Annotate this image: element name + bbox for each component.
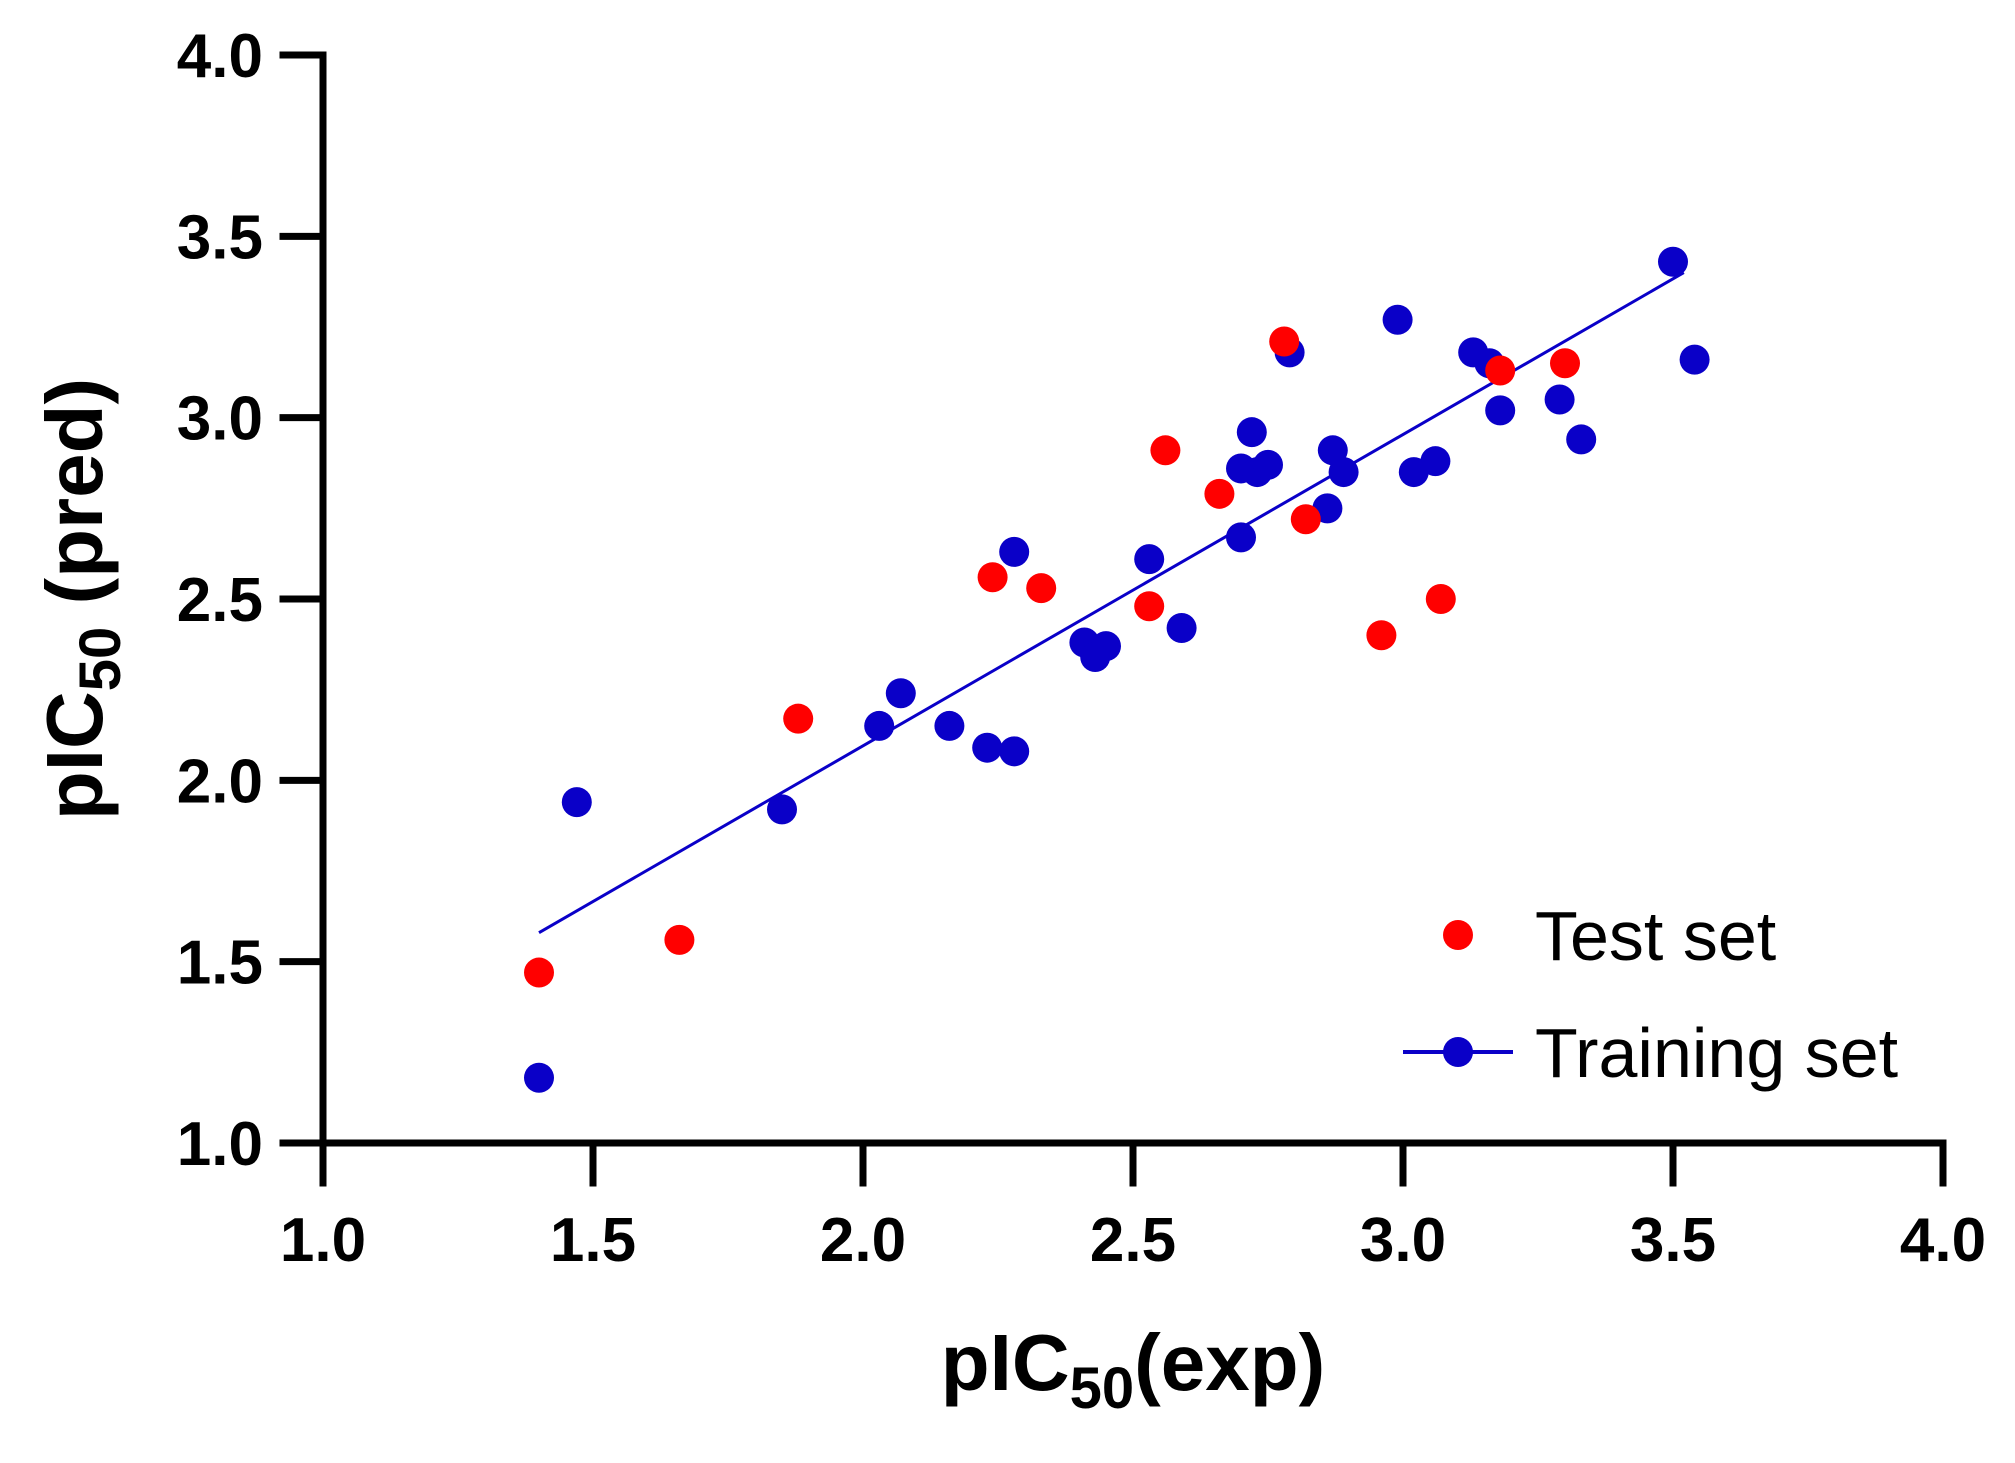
legend-item-test-set: Test set	[1443, 897, 1776, 975]
x-axis-title-main: pIC	[941, 1318, 1070, 1407]
x-tick-label: 2.0	[820, 1206, 906, 1275]
y-axis-title-suffix: (pred)	[30, 378, 119, 627]
training-set-point	[1566, 424, 1597, 455]
y-axis-title: pIC50 (pred)	[30, 378, 133, 820]
x-axis-title: pIC50(exp)	[941, 1318, 1326, 1421]
training-set-point	[1658, 246, 1688, 277]
x-tick-label: 3.0	[1360, 1206, 1446, 1275]
y-axis-title-main: pIC	[30, 691, 119, 820]
training-set-point	[1328, 457, 1359, 488]
training-set-point	[934, 710, 965, 741]
y-tick-label: 4.0	[177, 22, 263, 91]
training-set-point	[1679, 344, 1710, 375]
training-set-point	[1134, 544, 1165, 575]
x-tick-label: 1.0	[280, 1206, 366, 1275]
training-set-point	[1226, 522, 1256, 553]
legend: Test set Training set	[1403, 897, 1898, 1092]
x-tick-label: 2.5	[1090, 1206, 1176, 1275]
training-set-point	[1253, 449, 1283, 480]
training-set-point	[1166, 613, 1197, 644]
y-tick-label: 3.0	[177, 385, 263, 454]
test-set-point	[664, 924, 695, 955]
points-layer	[524, 246, 1710, 1093]
test-set-point	[1550, 348, 1580, 379]
test-set-point	[1485, 355, 1516, 386]
y-tick-label: 2.0	[177, 747, 263, 816]
training-set-point	[561, 787, 592, 818]
training-set-point	[885, 678, 916, 709]
test-set-point	[1290, 504, 1321, 535]
test-set-point	[1425, 584, 1456, 614]
y-axis-title-subscript: 50	[68, 627, 133, 692]
training-set-point	[1382, 304, 1413, 335]
test-set-point	[977, 562, 1008, 593]
test-set-point	[524, 957, 554, 988]
training-set-point	[1091, 631, 1121, 662]
training-set-point	[1236, 417, 1267, 448]
y-tick-label: 3.5	[177, 203, 263, 272]
legend-item-training-set: Training set	[1403, 1014, 1898, 1092]
legend-label: Training set	[1535, 1014, 1898, 1092]
legend-marker	[1443, 920, 1473, 950]
training-set-point	[524, 1062, 554, 1093]
y-tick-label: 1.0	[177, 1110, 263, 1179]
test-set-point	[1269, 326, 1300, 357]
test-set-point	[1204, 478, 1235, 509]
training-set-point	[999, 736, 1030, 767]
test-set-point	[1026, 573, 1057, 604]
training-set-point	[999, 536, 1030, 567]
x-tick-label: 3.5	[1630, 1206, 1716, 1275]
test-set-point	[1150, 435, 1181, 466]
training-set-point	[864, 710, 895, 741]
legend-marker	[1443, 1037, 1473, 1067]
training-set-point	[1544, 384, 1575, 415]
training-set-point	[1420, 446, 1451, 477]
x-tick-label: 1.5	[550, 1206, 636, 1275]
axes: 1.0 1.5 2.0 2.5 3.0 3.5 4.0 1.0 1.5 2.0 2.5 3.0 3.5 4…	[30, 22, 1986, 1421]
x-axis-title-subscript: 50	[1070, 1356, 1135, 1421]
test-set-point	[783, 703, 814, 734]
training-set-point	[1485, 395, 1516, 426]
x-tick-label: 4.0	[1900, 1206, 1986, 1275]
y-tick-label: 1.5	[177, 929, 263, 998]
x-axis-title-suffix: (exp)	[1134, 1318, 1325, 1407]
test-set-point	[1134, 591, 1165, 622]
test-set-point	[1366, 620, 1397, 651]
training-set-point	[972, 732, 1003, 763]
training-set-point	[767, 794, 797, 825]
legend-label: Test set	[1535, 897, 1776, 975]
y-tick-label: 2.5	[177, 566, 263, 635]
